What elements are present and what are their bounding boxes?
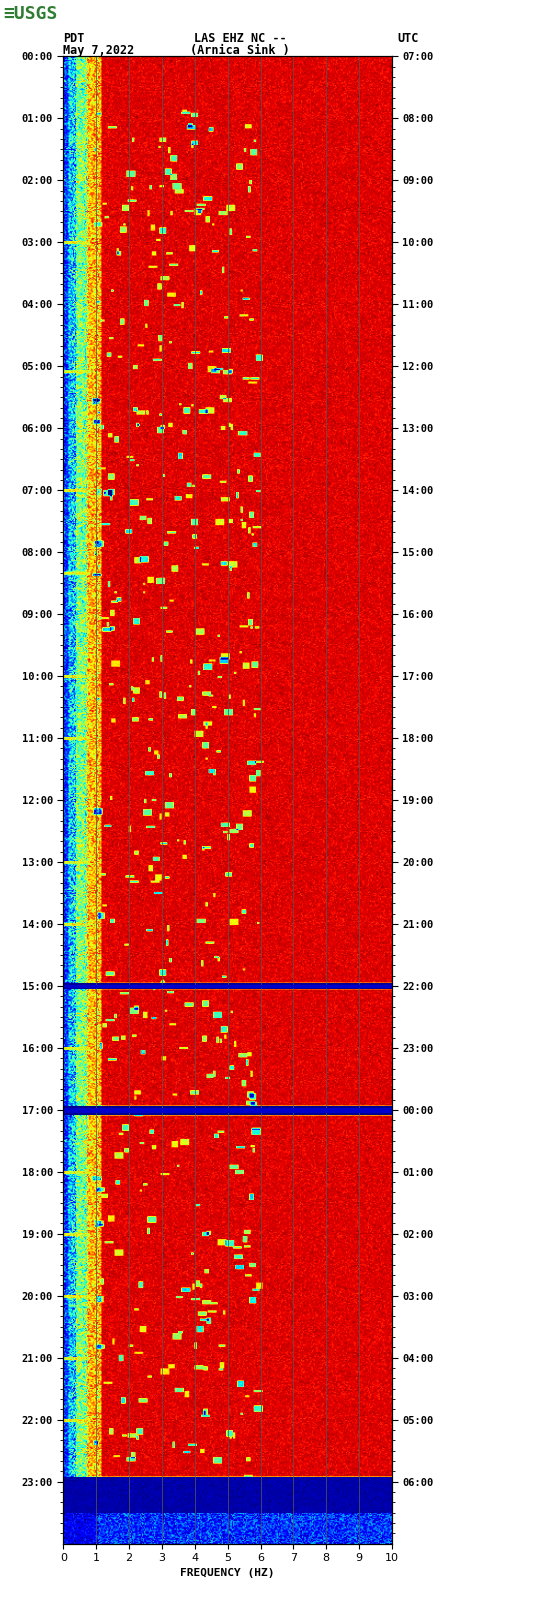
Text: LAS EHZ NC --: LAS EHZ NC -- <box>194 32 286 45</box>
Text: UTC: UTC <box>397 32 419 45</box>
Text: May 7,2022: May 7,2022 <box>63 44 135 56</box>
Text: (Arnica Sink ): (Arnica Sink ) <box>190 44 290 56</box>
Text: PDT: PDT <box>63 32 85 45</box>
Text: ≡USGS: ≡USGS <box>3 5 57 23</box>
X-axis label: FREQUENCY (HZ): FREQUENCY (HZ) <box>181 1568 275 1578</box>
